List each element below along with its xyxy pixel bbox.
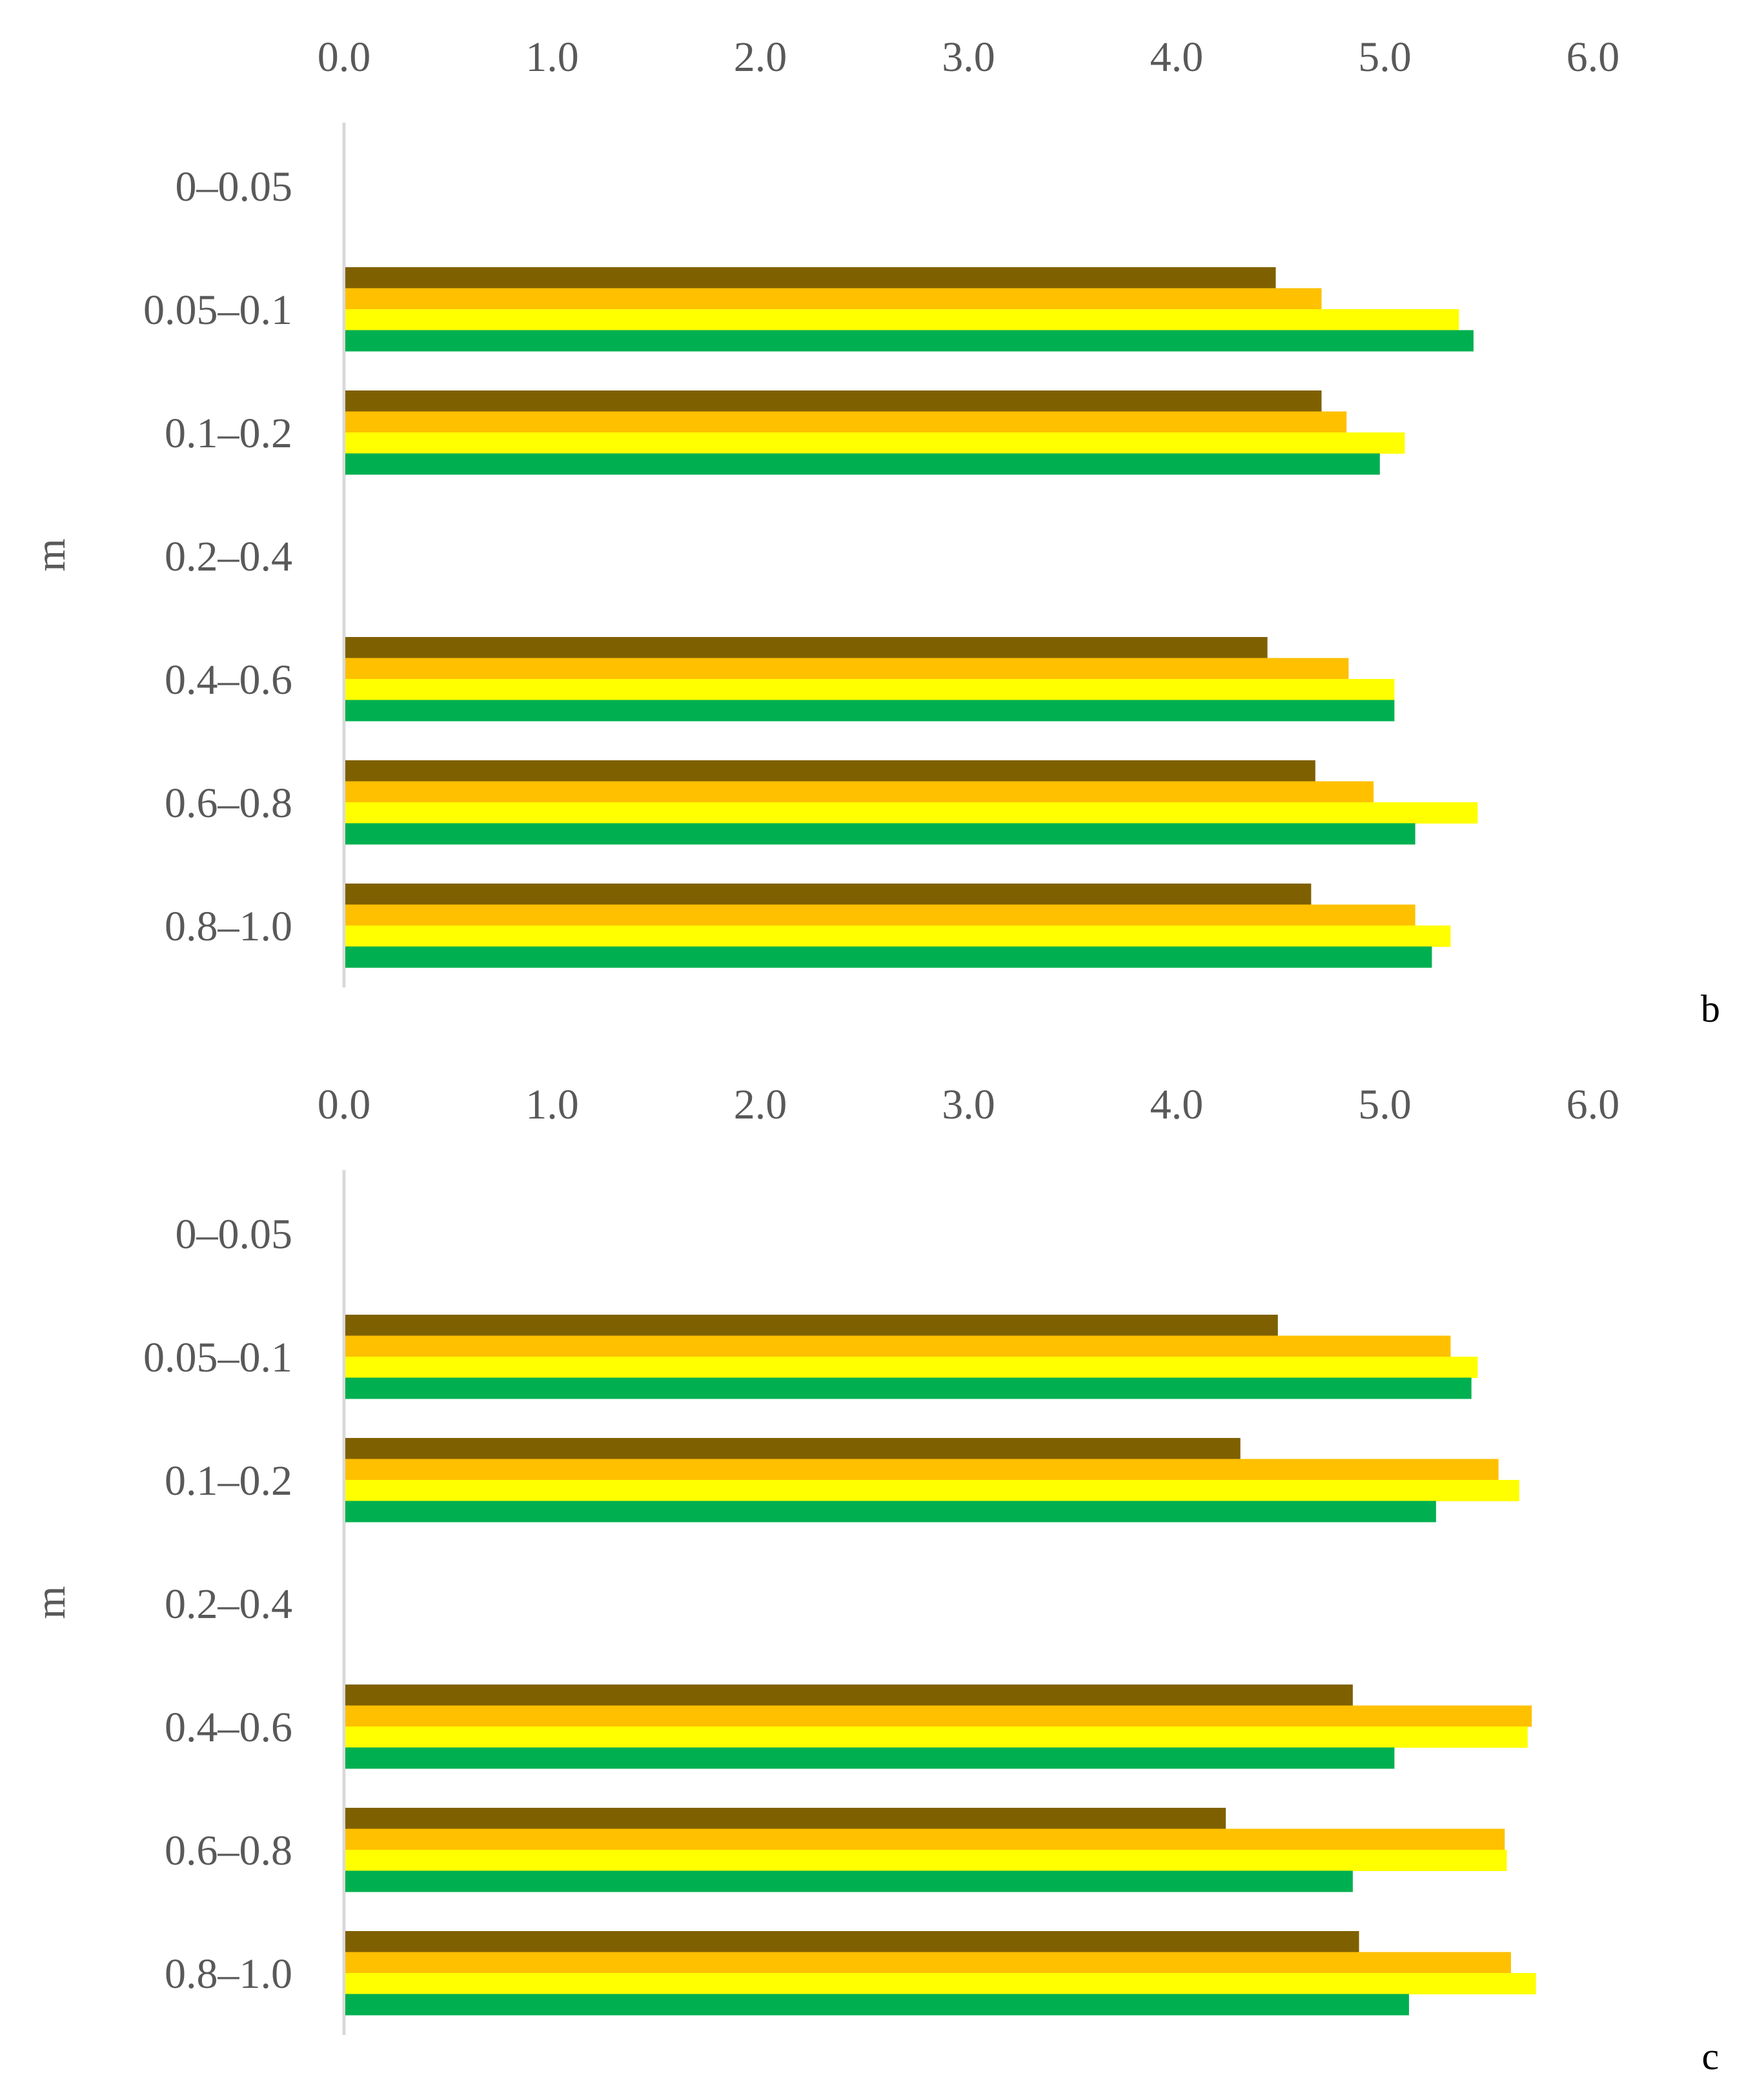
chart-b-bar bbox=[345, 267, 1276, 288]
chart-b-category-label: 0.1–0.2 bbox=[165, 410, 292, 457]
chart-b-category-label: 0.05–0.1 bbox=[143, 287, 292, 334]
chart-c-x-tick-label: 2.0 bbox=[734, 1081, 787, 1128]
chart-b-x-tick-label: 6.0 bbox=[1566, 34, 1620, 81]
chart-b-bar bbox=[345, 658, 1349, 680]
chart-c-bar bbox=[345, 1335, 1451, 1357]
chart-b-category-label: 0–0.05 bbox=[176, 163, 293, 210]
chart-c-bar bbox=[345, 1438, 1241, 1459]
chart-b-y-axis-title: m bbox=[27, 538, 74, 571]
chart-b-bar bbox=[345, 309, 1459, 330]
chart-b-category-label: 0.4–0.6 bbox=[165, 656, 292, 703]
chart-c-bar bbox=[345, 1726, 1528, 1748]
chart-c-category-label: 0.8–1.0 bbox=[165, 1950, 292, 1998]
chart-c-bar bbox=[345, 1850, 1507, 1871]
chart-b-category-label: 0.6–0.8 bbox=[165, 780, 292, 827]
chart-c-bar bbox=[345, 1705, 1532, 1727]
chart-b-category-label: 0.8–1.0 bbox=[165, 903, 292, 950]
chart-b-bar bbox=[345, 823, 1415, 845]
chart-c-bar bbox=[345, 1459, 1499, 1481]
chart-b-bar bbox=[345, 904, 1415, 926]
chart-b-bar bbox=[345, 946, 1432, 968]
chart-c-bar bbox=[345, 1973, 1536, 1994]
chart-c-bar bbox=[345, 1685, 1353, 1706]
chart-b-bar bbox=[345, 700, 1395, 722]
chart-b-bar bbox=[345, 760, 1315, 782]
chart-c-category-label: 0.2–0.4 bbox=[165, 1581, 292, 1628]
chart-b-bar bbox=[345, 781, 1374, 803]
chart-c-bar bbox=[345, 1357, 1478, 1378]
chart-c-category-label: 0.1–0.2 bbox=[165, 1457, 292, 1504]
chart-c-bar bbox=[345, 1952, 1511, 1974]
chart-c-x-tick-label: 3.0 bbox=[942, 1081, 995, 1128]
chart-c-panel-letter: c bbox=[1702, 2035, 1719, 2078]
chart-b-bar bbox=[345, 330, 1474, 352]
chart-c-bar bbox=[345, 1501, 1436, 1523]
chart-panel-c: 0.0 1.0 2.0 3.0 4.0 5.0 6.0 m 0–0.05 0.05–0.1 0.1–… bbox=[0, 1048, 1764, 2095]
chart-b-bar bbox=[345, 390, 1322, 412]
chart-b-x-tick-label: 5.0 bbox=[1358, 34, 1412, 81]
chart-c-bar bbox=[345, 1315, 1278, 1336]
chart-b-bar bbox=[345, 926, 1451, 947]
chart-b-panel-letter: b bbox=[1701, 987, 1720, 1030]
chart-b-category-label: 0.2–0.4 bbox=[165, 533, 292, 580]
chart-c-x-tick-label: 1.0 bbox=[525, 1081, 579, 1128]
chart-c-bar bbox=[345, 1870, 1353, 1892]
chart-b-x-tick-label: 2.0 bbox=[734, 34, 787, 81]
chart-c-category-label: 0.6–0.8 bbox=[165, 1827, 292, 1874]
chart-c-x-tick-label: 6.0 bbox=[1566, 1081, 1620, 1128]
chart-c-bar bbox=[345, 1931, 1359, 1952]
chart-b-bar bbox=[345, 288, 1322, 310]
chart-c-category-label: 0.4–0.6 bbox=[165, 1704, 292, 1751]
chart-c-x-tick-label: 4.0 bbox=[1150, 1081, 1204, 1128]
chart-b-bar bbox=[345, 679, 1395, 700]
chart-c-bar bbox=[345, 1828, 1505, 1850]
chart-b-bar bbox=[345, 432, 1405, 454]
chart-b-x-tick-label: 3.0 bbox=[942, 34, 995, 81]
chart-c-x-tick-label: 0.0 bbox=[318, 1081, 371, 1128]
chart-b-bar bbox=[345, 637, 1268, 658]
chart-b-x-tick-label: 1.0 bbox=[525, 34, 579, 81]
chart-c-x-tick-label: 5.0 bbox=[1358, 1081, 1412, 1128]
chart-c-bar bbox=[345, 1747, 1395, 1769]
chart-c-bar bbox=[345, 1480, 1519, 1501]
chart-c-category-label: 0–0.05 bbox=[176, 1211, 293, 1258]
chart-b-bar bbox=[345, 802, 1478, 824]
chart-b-bar bbox=[345, 453, 1380, 475]
chart-panel-b: 0.0 1.0 2.0 3.0 4.0 5.0 6.0 m 0–0.05 0.05–0.1 0.1–… bbox=[27, 34, 1720, 1030]
chart-b-x-tick-label: 4.0 bbox=[1150, 34, 1204, 81]
chart-c-svg: 0.0 1.0 2.0 3.0 4.0 5.0 6.0 m 0–0.05 0.05–0.1 0.1–… bbox=[27, 1081, 1719, 2078]
chart-c-bar bbox=[345, 1994, 1409, 2016]
chart-c-bar bbox=[345, 1377, 1472, 1399]
chart-b-x-tick-label: 0.0 bbox=[318, 34, 371, 81]
chart-c-bar bbox=[345, 1808, 1226, 1829]
chart-c-y-axis-title: m bbox=[27, 1586, 74, 1619]
chart-b-bar bbox=[345, 884, 1312, 905]
chart-b-bar bbox=[345, 411, 1347, 433]
chart-b-svg: 0.0 1.0 2.0 3.0 4.0 5.0 6.0 m 0–0.05 0.05–0.1 0.1–… bbox=[27, 34, 1720, 1030]
chart-c-category-label: 0.05–0.1 bbox=[143, 1334, 292, 1381]
